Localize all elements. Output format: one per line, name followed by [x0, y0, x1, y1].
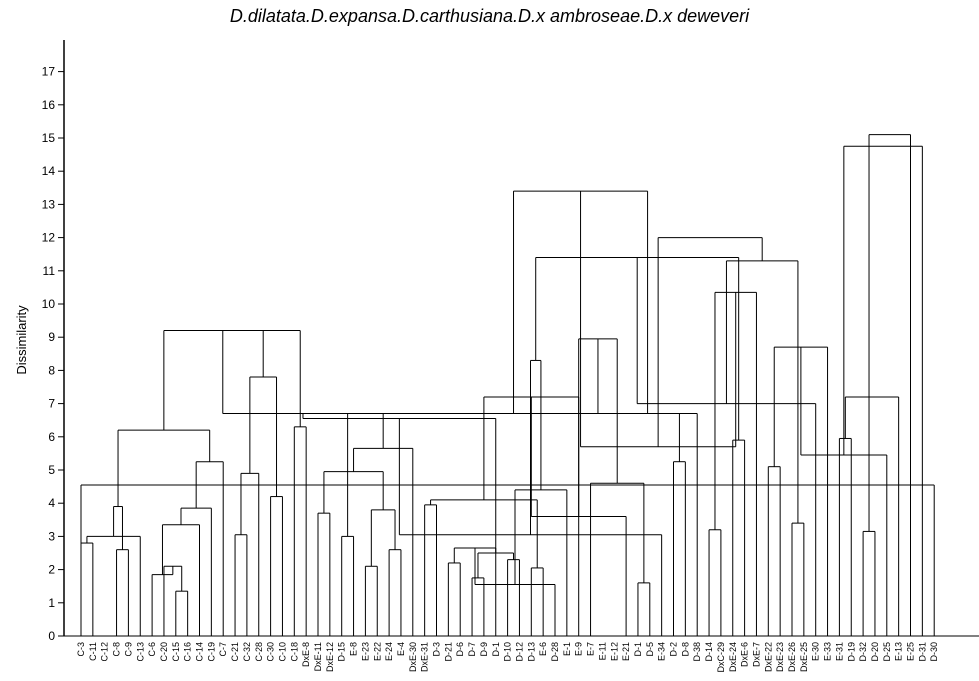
- leaf-label: D-3: [432, 642, 442, 657]
- y-tick-label: 0: [48, 629, 55, 643]
- y-tick-label: 6: [48, 430, 55, 444]
- leaf-label: E-8: [349, 642, 359, 656]
- y-tick-label: 11: [43, 264, 56, 278]
- leaf-label: E-22: [372, 642, 382, 661]
- y-tick-label: 14: [42, 164, 56, 178]
- leaf-label: DxE-11: [313, 642, 323, 671]
- leaf-label: D-8: [680, 642, 690, 657]
- leaf-label: D-1: [633, 642, 643, 657]
- leaf-label: D-30: [929, 642, 939, 662]
- leaf-label: C-8: [112, 642, 122, 657]
- leaf-label: D-5: [645, 642, 655, 657]
- leaf-label: DxC-29: [716, 642, 726, 673]
- leaf-label: D-19: [846, 642, 856, 662]
- y-tick-label: 5: [48, 463, 55, 477]
- leaf-label: D-6: [455, 642, 465, 657]
- leaf-label: E-7: [586, 642, 596, 656]
- leaf-label: DxE-24: [728, 642, 738, 672]
- leaf-label: C-15: [171, 642, 181, 662]
- y-tick-label: 10: [42, 297, 56, 311]
- y-tick-label: 2: [48, 563, 55, 577]
- y-tick-label: 15: [42, 131, 56, 145]
- leaf-label: DxE-26: [787, 642, 797, 672]
- leaf-label: E-4: [396, 642, 406, 656]
- leaf-label: C-28: [254, 642, 264, 662]
- leaf-label: D-2: [669, 642, 679, 657]
- leaf-label: C-18: [289, 642, 299, 662]
- y-tick-label: 8: [48, 363, 55, 377]
- y-axis-label: Dissimilarity: [14, 305, 29, 375]
- leaf-label: E-12: [609, 642, 619, 661]
- leaf-label: E-24: [384, 642, 394, 661]
- leaf-label: C-13: [135, 642, 145, 662]
- leaf-label: E-13: [894, 642, 904, 661]
- leaf-label: E-25: [906, 642, 916, 661]
- leaf-label: C-14: [195, 642, 205, 662]
- leaf-label: E-1: [562, 642, 572, 656]
- leaf-label: C-10: [277, 642, 287, 662]
- leaf-label: C-9: [123, 642, 133, 657]
- leaf-label: DxE-25: [799, 642, 809, 672]
- leaf-label: D-21: [443, 642, 453, 662]
- leaf-label: C-30: [266, 642, 276, 662]
- leaf-label: DxE-30: [408, 642, 418, 672]
- leaf-label: D-9: [479, 642, 489, 657]
- leaf-label: D-32: [858, 642, 868, 662]
- leaf-label: C-6: [147, 642, 157, 657]
- leaf-label: E-21: [621, 642, 631, 661]
- dendrogram-links: [80, 134, 935, 636]
- leaf-label: DxE-31: [420, 642, 430, 672]
- leaf-label: DxE-12: [325, 642, 335, 672]
- leaf-label: DxE-8: [301, 642, 311, 667]
- leaf-label: D-25: [882, 642, 892, 662]
- leaf-label: DxE-23: [775, 642, 785, 672]
- leaf-label: C-7: [218, 642, 228, 657]
- leaf-label: D-28: [550, 642, 560, 662]
- leaf-label: E-9: [574, 642, 584, 656]
- leaf-label: C-3: [76, 642, 86, 657]
- leaf-label: C-19: [206, 642, 216, 662]
- leaf-labels: C-3 C-11 C-12 C-8 C-9 C-13 C-6 C-20 C-15 C-16 C-14…: [76, 642, 939, 673]
- y-tick-label: 17: [42, 65, 56, 79]
- leaf-label: D-13: [526, 642, 536, 662]
- leaf-label: D-7: [467, 642, 477, 657]
- y-tick-label: 16: [42, 98, 56, 112]
- y-tick-label: 13: [42, 197, 56, 211]
- leaf-label: C-11: [88, 642, 98, 661]
- leaf-label: DxE-7: [751, 642, 761, 667]
- y-tick-label: 3: [48, 529, 55, 543]
- y-tick-label: 7: [48, 397, 55, 411]
- y-tick-label: 12: [42, 231, 56, 245]
- leaf-label: E-6: [538, 642, 548, 656]
- leaf-label: C-21: [230, 642, 240, 662]
- leaf-label: E-11: [597, 642, 607, 660]
- chart-title: D.dilatata.D.expansa.D.carthusiana.D.x a…: [229, 6, 750, 26]
- y-tick-label: 9: [48, 330, 55, 344]
- leaf-label: E-23: [360, 642, 370, 661]
- leaf-label: D-1: [491, 642, 501, 657]
- leaf-label: C-32: [242, 642, 252, 662]
- leaf-label: E-30: [811, 642, 821, 661]
- leaf-label: D-10: [503, 642, 513, 662]
- leaf-label: E-34: [657, 642, 667, 661]
- leaf-label: D-15: [337, 642, 347, 662]
- leaf-label: C-20: [159, 642, 169, 662]
- leaf-label: D-12: [514, 642, 524, 662]
- leaf-label: DxE-22: [763, 642, 773, 672]
- leaf-label: C-16: [183, 642, 193, 662]
- y-tick-label: 4: [48, 496, 55, 510]
- leaf-label: D-38: [692, 642, 702, 662]
- leaf-label: D-20: [870, 642, 880, 662]
- leaf-label: D-14: [704, 642, 714, 662]
- leaf-label: C-12: [100, 642, 110, 662]
- leaf-label: DxE-6: [740, 642, 750, 667]
- y-tick-label: 1: [48, 596, 55, 610]
- leaf-label: E-33: [823, 642, 833, 661]
- leaf-label: D-31: [917, 642, 927, 662]
- leaf-label: E-31: [834, 642, 844, 661]
